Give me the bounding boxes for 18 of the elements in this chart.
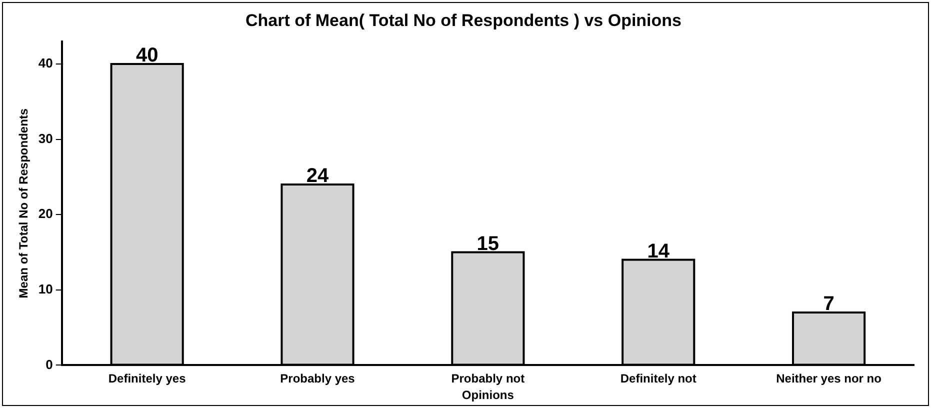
chart-title: Chart of Mean( Total No of Respondents ) vs Opinions <box>245 10 682 30</box>
x-axis-title: Opinions <box>462 388 514 402</box>
x-tick-label: Definitely yes <box>108 372 186 386</box>
y-tick-label: 30 <box>38 130 53 146</box>
y-axis-title: Mean of Total No of Respondents <box>16 108 31 298</box>
data-label: 24 <box>306 164 330 187</box>
data-label: 15 <box>476 232 500 255</box>
data-label: 7 <box>823 293 834 316</box>
data-label: 14 <box>647 240 670 262</box>
data-label: 40 <box>136 44 158 67</box>
y-tick-label: 20 <box>38 206 53 222</box>
x-tick-label: Definitely not <box>620 372 696 386</box>
y-tick-label: 10 <box>38 281 53 296</box>
y-tick-label: 40 <box>38 56 53 71</box>
y-tick-label: 0 <box>46 356 53 372</box>
x-tick-label: Probably yes <box>280 372 356 386</box>
x-tick-label: Probably not <box>451 372 525 386</box>
x-tick-label: Neither yes nor no <box>776 372 882 386</box>
